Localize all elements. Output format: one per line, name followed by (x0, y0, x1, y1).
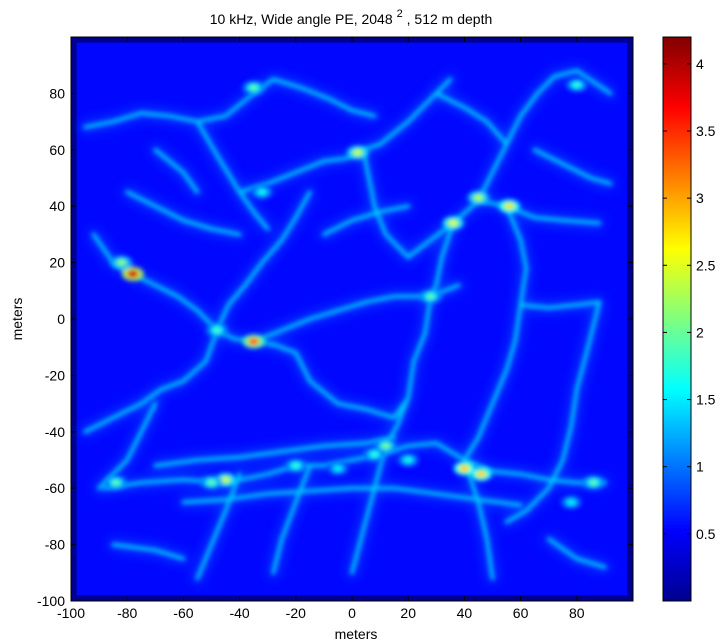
y-tick-label: -20 (45, 367, 65, 383)
x-tick-label: 60 (513, 605, 529, 621)
caustic-core (477, 75, 556, 202)
caustic-core (519, 301, 601, 309)
hotspot (478, 471, 485, 477)
colorbar-tick-label: 2.5 (696, 257, 716, 273)
y-tick-label: -40 (45, 424, 65, 440)
chart-title-superscript: 2 (397, 8, 403, 20)
hotspot (129, 271, 136, 277)
colorbar-tick-label: 2 (696, 324, 704, 340)
y-tick-label: 60 (49, 142, 65, 158)
hotspot (259, 189, 266, 195)
x-tick-label: -40 (229, 605, 249, 621)
hotspot (214, 328, 221, 333)
caustic-core (126, 191, 241, 236)
hotspot (250, 85, 257, 90)
x-axis: -100 -80 -60 -40 -20 0 20 40 60 80 (57, 37, 585, 621)
caustic-core (216, 191, 311, 332)
caustic-core (547, 538, 606, 568)
hotspot (573, 82, 580, 88)
caustic-core (362, 149, 409, 258)
colorbar: 0.5 1 1.5 2 2.5 3 3.5 4 (662, 36, 716, 602)
x-tick-label: 80 (569, 605, 585, 621)
colorbar-tick-label: 1 (696, 459, 704, 475)
hotspot (208, 480, 215, 485)
y-axis: -100 -80 -60 -40 -20 0 20 40 60 80 (37, 85, 633, 609)
hotspots-layer (104, 77, 605, 510)
hotspot (371, 452, 378, 457)
colorbar-gradient (662, 36, 692, 602)
caustic-core (84, 78, 275, 128)
caustic-core (182, 329, 218, 382)
hotspot (475, 195, 482, 200)
colorbar-ticks: 0.5 1 1.5 2 2.5 3 3.5 4 (663, 56, 716, 542)
caustic-core (92, 233, 114, 264)
y-tick-label: -60 (45, 480, 65, 496)
caustic-core (154, 149, 199, 193)
colorbar-tick-label: 1.5 (696, 392, 716, 408)
caustic-core (435, 92, 508, 145)
caustic-core (182, 487, 522, 506)
colorbar-tick-label: 3 (696, 190, 704, 206)
colorbar-tick-label: 3.5 (696, 123, 716, 139)
caustic-core (407, 199, 601, 258)
hotspot (354, 150, 361, 155)
hotspot (506, 204, 513, 209)
chart-title-main: 10 kHz, Wide angle PE, 2048 (210, 11, 393, 27)
x-tick-label: -100 (57, 605, 85, 621)
x-tick-label: -20 (286, 605, 306, 621)
y-tick-label: -100 (37, 593, 65, 609)
x-tick-label: 20 (400, 605, 416, 621)
hotspot (112, 480, 119, 485)
hotspot (334, 466, 341, 471)
y-tick-label: 0 (57, 311, 65, 327)
hotspot (405, 457, 412, 463)
caustic-core (384, 222, 454, 447)
field-background (76, 42, 628, 596)
chart-title: 10 kHz, Wide angle PE, 2048 2 , 512 m dep… (210, 8, 493, 27)
caustic-core (323, 205, 409, 236)
colorbar-tick-label: 4 (696, 56, 704, 72)
hotspot (382, 443, 389, 449)
hotspot (427, 294, 434, 299)
x-tick-label: -60 (173, 605, 193, 621)
x-axis-label: meters (335, 626, 378, 642)
caustic-core (112, 543, 185, 560)
x-tick-label: 0 (348, 605, 356, 621)
caustic-core (196, 473, 241, 580)
x-tick-label: -80 (117, 605, 137, 621)
y-tick-label: 80 (49, 85, 65, 101)
hotspot (590, 480, 597, 485)
chart-title-suffix: , 512 m depth (403, 11, 493, 27)
y-tick-label: 20 (49, 255, 65, 271)
hotspot (461, 466, 468, 471)
y-tick-label: -80 (45, 537, 65, 553)
hotspot (568, 500, 575, 505)
caustic-core (272, 78, 376, 117)
y-axis-label: meters (9, 298, 25, 341)
caustic-core (463, 459, 494, 580)
caustic-core (463, 205, 527, 461)
hotspot (222, 477, 229, 482)
caustic-core (295, 352, 409, 419)
caustic-core (351, 445, 387, 574)
hotspot (292, 463, 299, 468)
caustic-core (154, 436, 395, 467)
caustic-core (505, 301, 601, 523)
hotspot (250, 339, 257, 344)
hotspot (450, 220, 457, 226)
colorbar-tick-label: 0.5 (696, 526, 716, 542)
caustic-core (553, 70, 612, 95)
heatmap-field (76, 42, 628, 596)
y-tick-label: 40 (49, 198, 65, 214)
caustic-core (84, 380, 185, 433)
hotspot (118, 260, 125, 265)
x-tick-label: 40 (457, 605, 473, 621)
caustic-core (272, 464, 311, 574)
caustic-core (533, 149, 612, 185)
plot-area (70, 36, 634, 602)
